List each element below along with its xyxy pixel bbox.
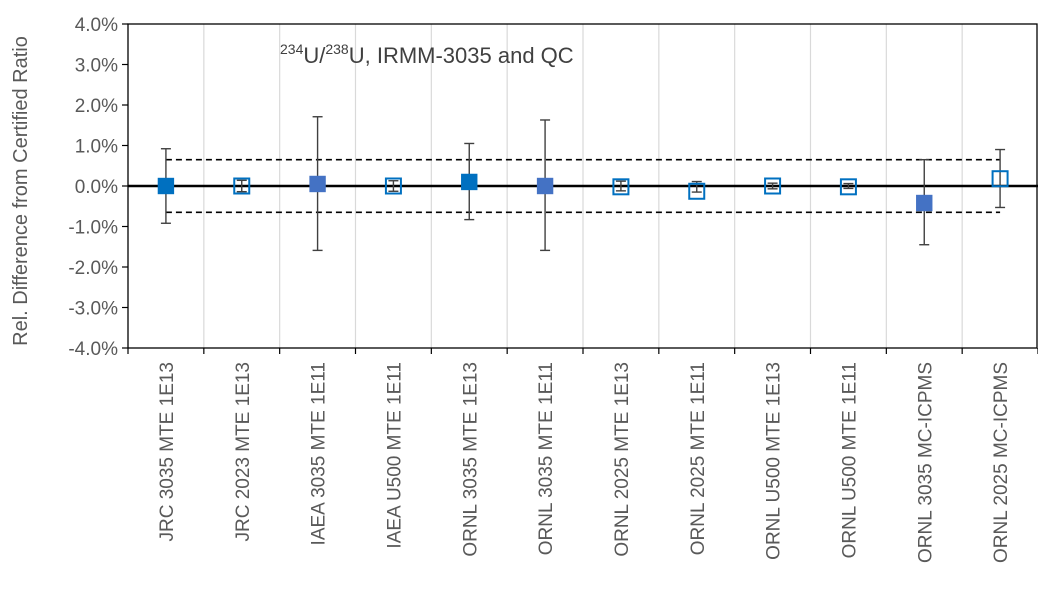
y-tick-label: 1.0% (75, 137, 118, 158)
y-tick-label: -3.0% (68, 299, 118, 320)
chart-annotation: 234U/238U, IRMM-3035 and QC (280, 41, 574, 68)
reference-lines (128, 158, 1038, 214)
annotation-mass-1: 234 (280, 41, 304, 57)
x-tick-label: ORNL 2025 MTE 1E13 (612, 362, 633, 557)
error-bar (995, 148, 1006, 209)
y-tick-label: 2.0% (75, 96, 118, 117)
error-bar (843, 182, 854, 190)
error-bar (615, 180, 626, 192)
y-axis: 4.0% 3.0% 2.0% 1.0% 0.0% -1.0% -2.0% -3.0% -4.0% (68, 15, 128, 360)
y-axis-title: Rel. Difference from Certified Ratio (10, 36, 32, 346)
y-tick-label: 3.0% (75, 56, 118, 77)
x-axis: JRC 3035 MTE 1E13 JRC 2023 MTE 1E13 IAEA 3… (127, 348, 1038, 563)
data-point (461, 173, 478, 191)
data-points (157, 170, 1009, 212)
x-tick-label: ORNL 2025 MTE 1E11 (688, 362, 709, 555)
x-tick-label: ORNL 2025 MC-ICPMS (991, 362, 1012, 563)
error-bar (767, 182, 778, 190)
data-point (157, 177, 175, 195)
annotation-element-1: U/ (303, 43, 326, 68)
annotation-element-2: U, IRMM-3035 and QC (349, 43, 574, 68)
y-tick-label: 4.0% (75, 15, 118, 36)
data-point (612, 178, 630, 196)
annotation-mass-2: 238 (325, 41, 349, 57)
x-tick-label: JRC 2023 MTE 1E13 (233, 362, 254, 542)
data-point (309, 175, 326, 193)
x-tick-label: JRC 3035 MTE 1E13 (157, 362, 178, 542)
x-tick-label: IAEA 3035 MTE 1E11 (309, 362, 330, 545)
x-tick-label: ORNL U500 MTE 1E13 (764, 362, 785, 560)
x-tick-label: ORNL U500 MTE 1E11 (839, 362, 860, 558)
x-tick-label: ORNL 3035 MTE 1E13 (460, 362, 481, 557)
data-point (839, 178, 857, 196)
error-bar (236, 179, 247, 193)
y-tick-label: -2.0% (68, 258, 118, 279)
x-tick-label: ORNL 3035 MTE 1E11 (536, 362, 557, 555)
data-point (916, 194, 933, 212)
data-point (536, 177, 554, 195)
data-point (991, 170, 1009, 188)
data-point (764, 177, 782, 195)
data-point (233, 177, 251, 195)
y-tick-label: -1.0% (68, 218, 118, 239)
y-tick-label: -4.0% (68, 339, 118, 360)
x-tick-label: ORNL 3035 MC-ICPMS (915, 362, 936, 563)
data-point (688, 182, 706, 200)
y-tick-label: 0.0% (75, 177, 118, 198)
data-point (384, 177, 402, 195)
error-bar (388, 180, 399, 192)
x-tick-label: IAEA U500 MTE 1E11 (384, 362, 405, 549)
